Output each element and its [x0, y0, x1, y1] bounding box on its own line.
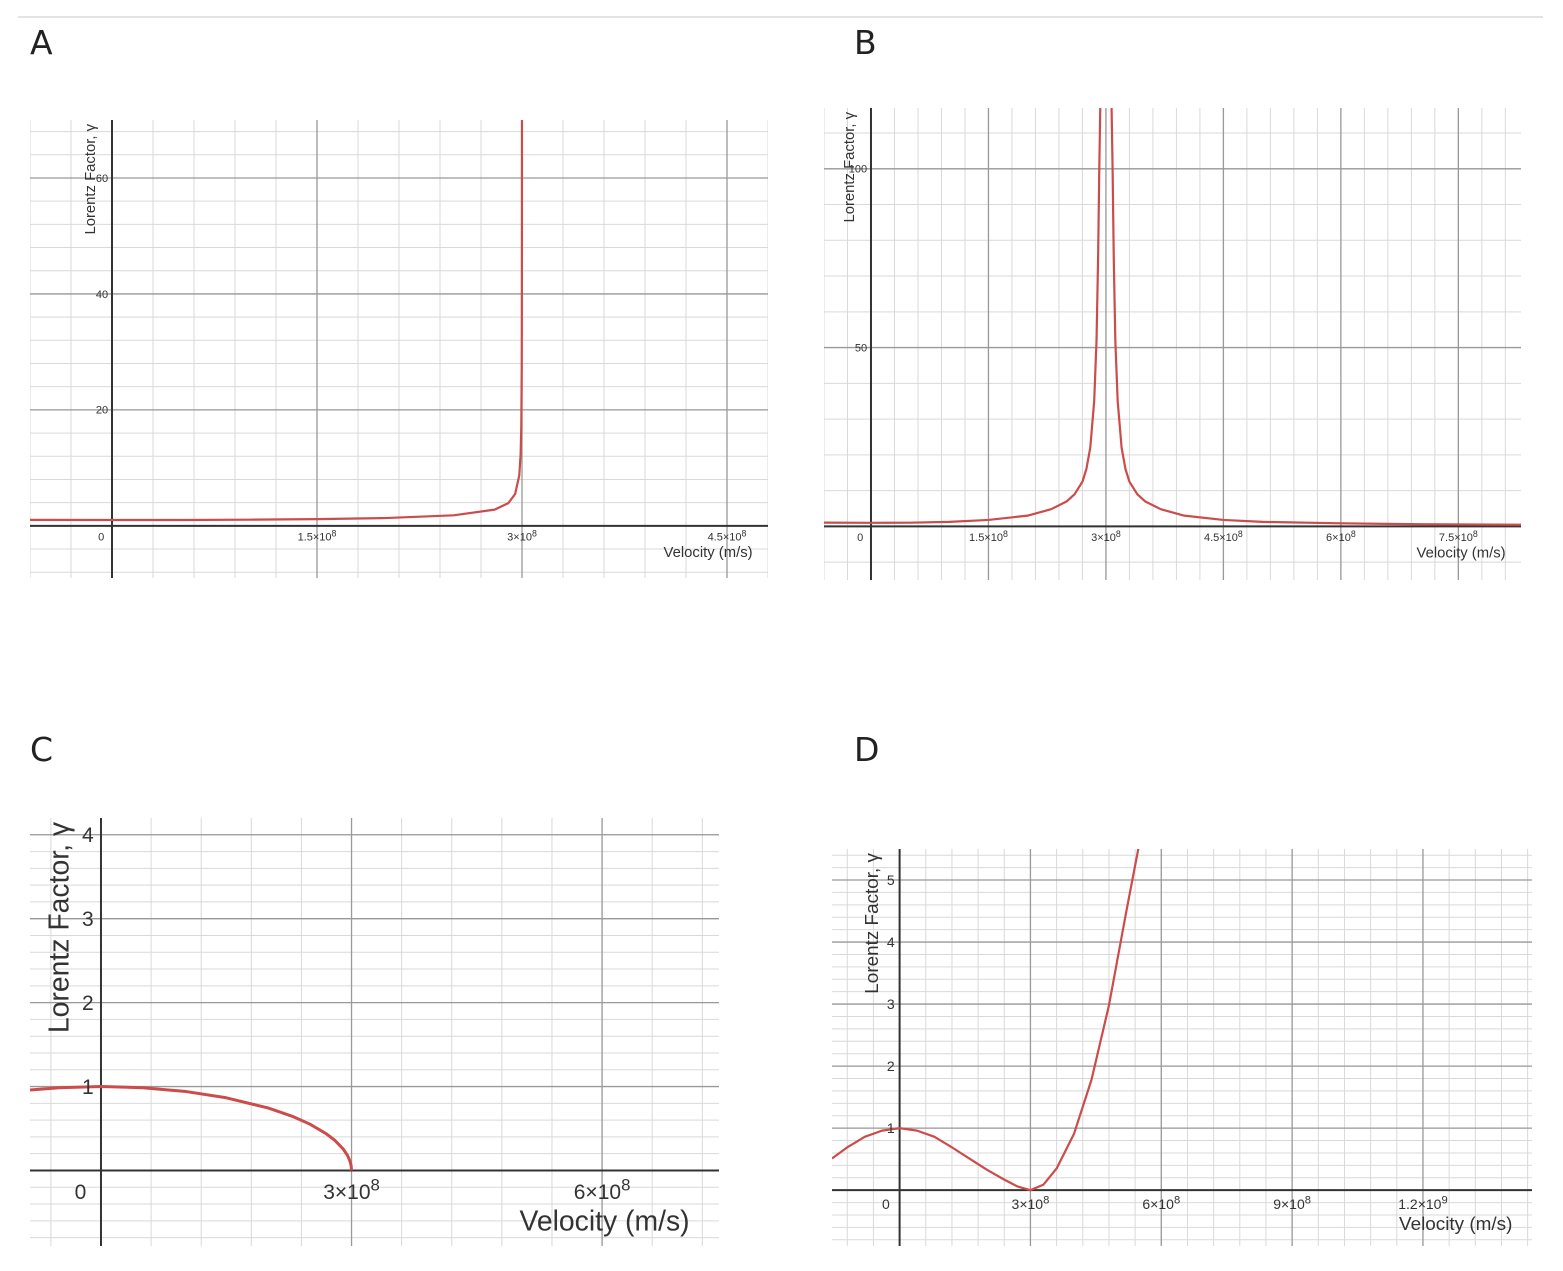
x-tick-label: 6×108 [1142, 1194, 1180, 1212]
x-axis-title: Velocity (m/s) [664, 545, 753, 561]
x-tick-label: 0 [857, 532, 863, 544]
x-axis-title: Velocity (m/s) [520, 1205, 690, 1237]
y-tick-label: 100 [849, 164, 867, 176]
y-tick-label: 1 [887, 1120, 895, 1136]
y-tick-label: 5 [887, 872, 895, 888]
y-axis-title: Lorentz Factor, γ [842, 111, 858, 222]
y-tick-label: 60 [96, 173, 108, 185]
y-tick-label: 50 [855, 342, 867, 354]
y-axis-title: Lorentz Factor, γ [83, 123, 99, 234]
minor-gridlines [30, 120, 768, 578]
panel-label-d: D [854, 730, 880, 769]
x-axis-title: Velocity (m/s) [1399, 1214, 1512, 1235]
y-tick-label: 40 [96, 289, 108, 301]
chart-d: 0 3×108 6×108 9×108 1.2×109 1 2 3 4 5 Velocity (m/… [832, 849, 1532, 1246]
series-line [30, 120, 524, 522]
y-tick-label: 4 [82, 824, 94, 847]
series-line [30, 1085, 354, 1171]
x-tick-label: 0 [882, 1196, 890, 1212]
x-tick-label: 4.5×108 [1204, 529, 1243, 544]
chart-a: 0 1.5×108 3×108 4.5×108 20 40 60 Velocity (m/s)… [30, 120, 768, 578]
panel-label-c: C [30, 730, 54, 769]
y-tick-label: 1 [82, 1076, 94, 1099]
x-tick-label: 9×108 [1273, 1194, 1311, 1212]
minor-gridlines [832, 849, 1532, 1246]
x-tick-label: 0 [75, 1181, 87, 1204]
x-tick-label: 1.5×108 [969, 529, 1008, 544]
x-tick-label: 6×108 [574, 1175, 631, 1203]
x-tick-label: 7.5×108 [1439, 529, 1478, 544]
y-axis-title: Lorentz Factor, γ [862, 852, 883, 993]
panel-label-a: A [30, 23, 53, 62]
x-tick-label: 0 [98, 532, 104, 544]
chart-b: 0 1.5×108 3×108 4.5×108 6×108 7.5×108 50 100 Vel… [824, 108, 1521, 580]
x-tick-label: 3×108 [1091, 529, 1121, 544]
x-tick-label: 1.5×108 [298, 528, 337, 543]
series-line [1110, 108, 1521, 526]
y-tick-label: 3 [82, 908, 94, 931]
series-line [832, 849, 1140, 1192]
x-tick-label: 1.2×109 [1398, 1194, 1447, 1212]
major-gridlines [832, 849, 1532, 1246]
series-line [824, 108, 1102, 524]
y-tick-label: 2 [887, 1058, 895, 1074]
y-tick-label: 20 [96, 405, 108, 417]
panel-label-b: B [854, 23, 877, 62]
x-tick-label: 6×108 [1326, 529, 1356, 544]
x-tick-label: 3×108 [323, 1175, 380, 1203]
x-axis-title: Velocity (m/s) [1417, 546, 1506, 562]
y-axis-title: Lorentz Factor, γ [43, 821, 75, 1033]
minor-gridlines [824, 108, 1521, 580]
x-tick-label: 3×108 [1012, 1194, 1050, 1212]
y-tick-label: 4 [887, 934, 895, 950]
x-tick-label: 3×108 [507, 528, 537, 543]
top-divider [18, 16, 1543, 18]
x-tick-label: 4.5×108 [708, 528, 747, 543]
y-tick-label: 3 [887, 996, 895, 1012]
chart-c: 0 3×108 6×108 1 2 3 4 Velocity (m/s) Lorentz Fac… [30, 818, 719, 1246]
y-tick-label: 2 [82, 992, 94, 1015]
major-gridlines [824, 108, 1521, 580]
